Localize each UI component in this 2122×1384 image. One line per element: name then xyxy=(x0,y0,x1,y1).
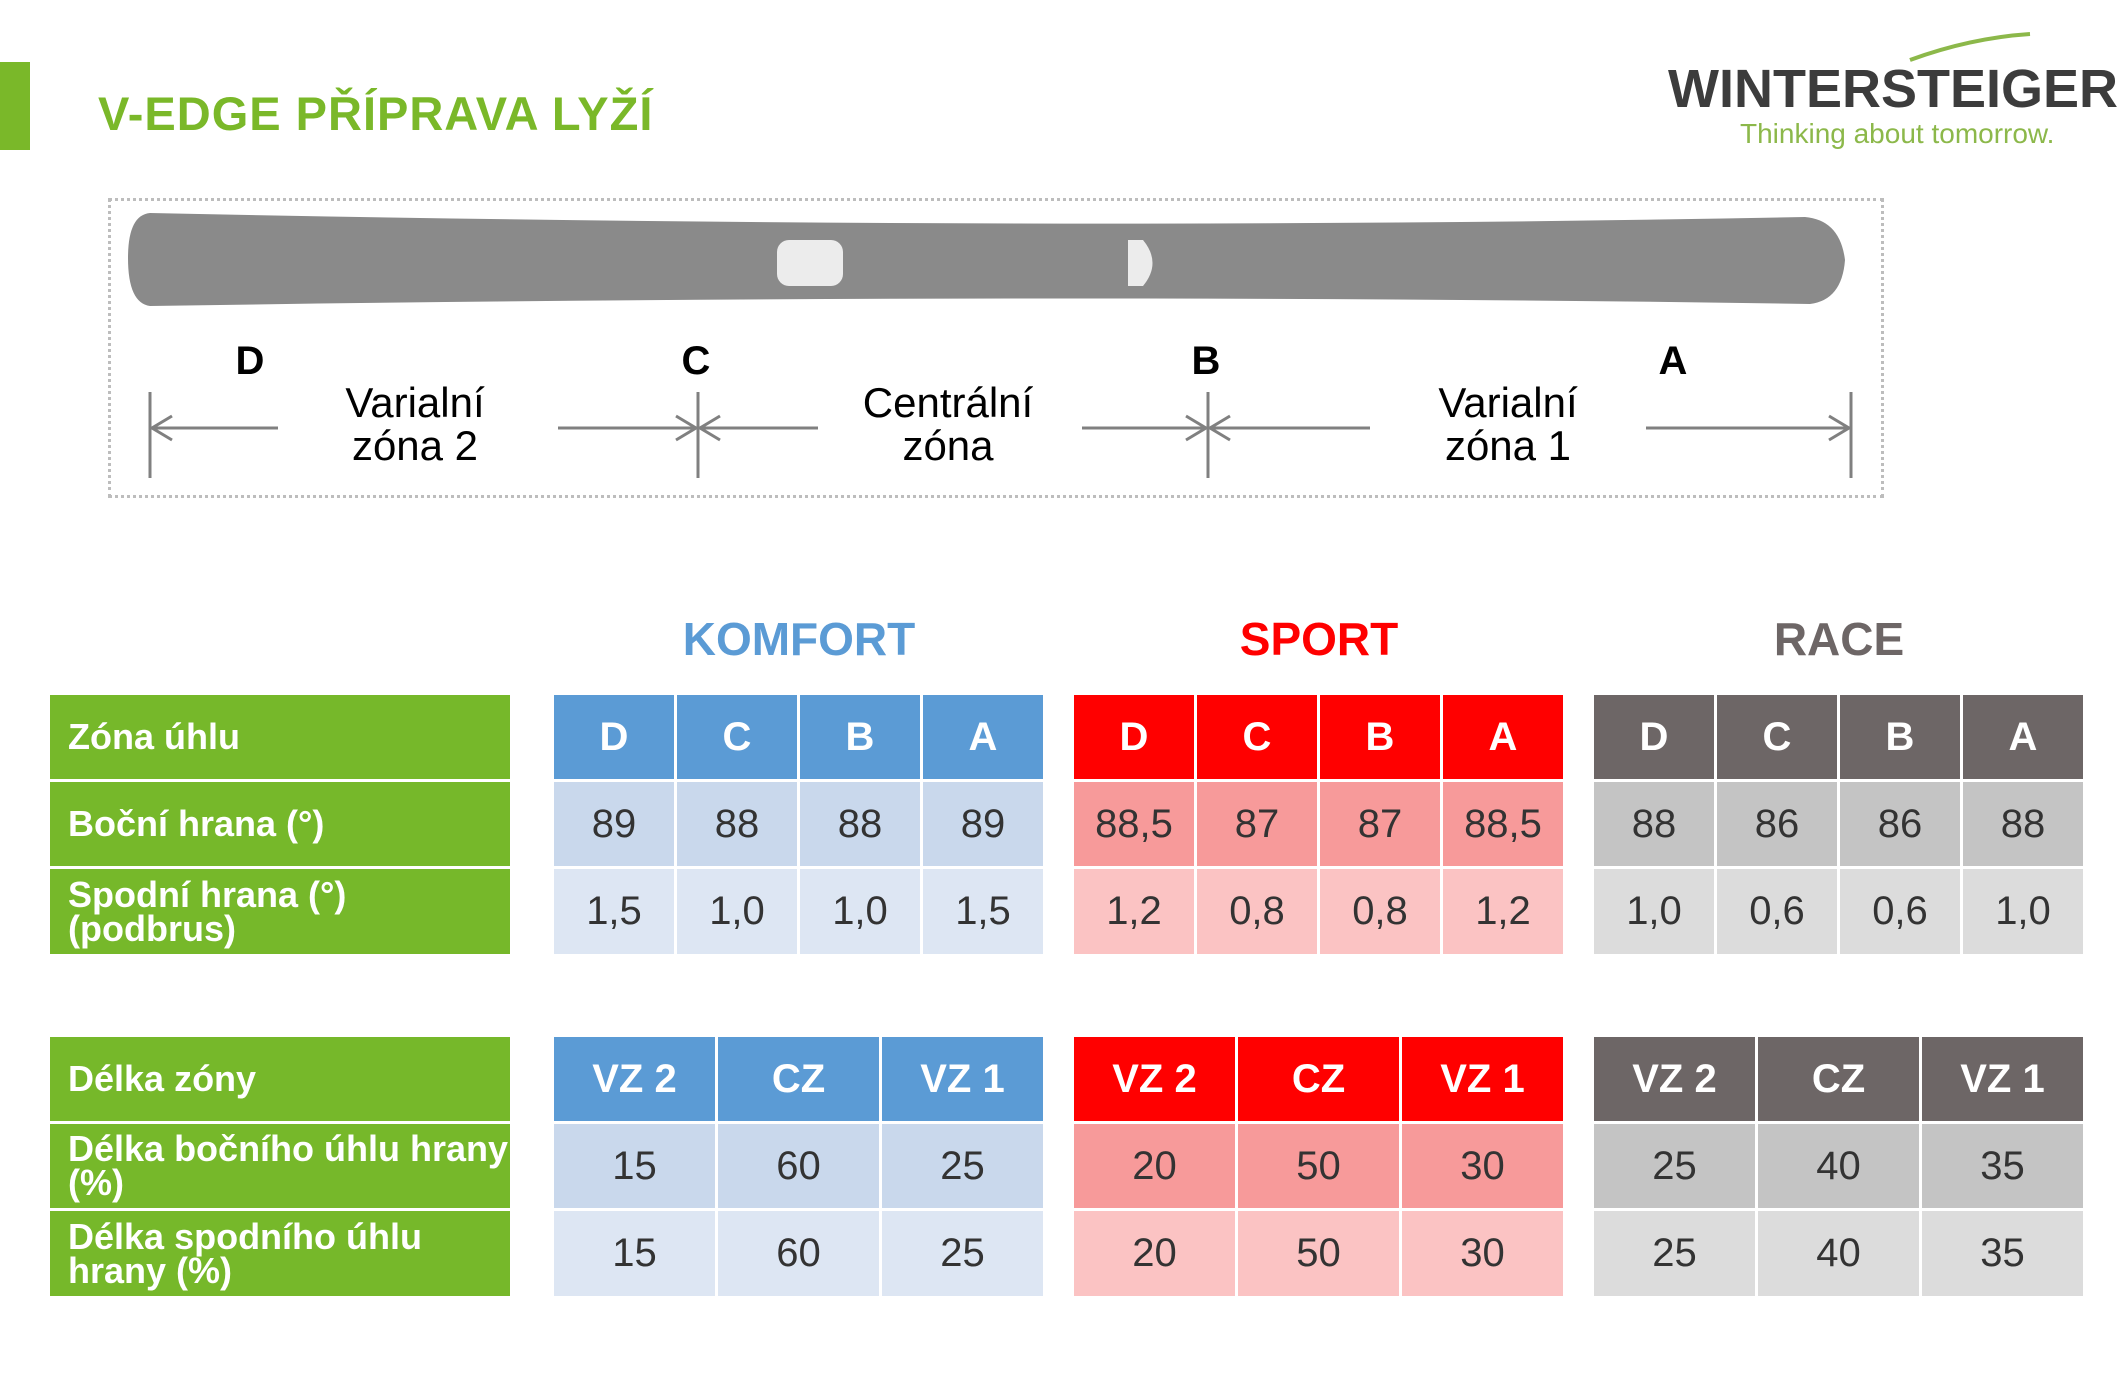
zone-label-vz2-line2: zóna 2 xyxy=(352,422,478,469)
komfort-length-bocni-cell: 25 xyxy=(882,1124,1043,1208)
sport-bocni-cell: 88,5 xyxy=(1443,782,1563,866)
komfort-bocni-cell: 89 xyxy=(554,782,674,866)
zone-label-vz1-line1: Varialní xyxy=(1438,379,1578,426)
race-length-bocni-cell: 25 xyxy=(1594,1124,1755,1208)
komfort-spodni-cell: 1,0 xyxy=(677,869,797,954)
sport-bocni-cell: 87 xyxy=(1320,782,1440,866)
race-length-header: VZ 1 xyxy=(1922,1037,2083,1121)
race-length-header: CZ xyxy=(1758,1037,1919,1121)
zone-letter-b: B xyxy=(1192,339,1221,383)
sport-spodni-cell: 1,2 xyxy=(1443,869,1563,954)
race-spodni-cell: 1,0 xyxy=(1963,869,2083,954)
zone-letter-a: A xyxy=(1659,339,1688,383)
race-length-bocni-cell: 40 xyxy=(1758,1124,1919,1208)
komfort-length-spodni-cell: 60 xyxy=(718,1211,879,1296)
sport-zone-header: B xyxy=(1320,695,1440,779)
sport-zone-header: A xyxy=(1443,695,1563,779)
race-length-bocni-cell: 35 xyxy=(1922,1124,2083,1208)
row-label-spodni-hrana: Spodní hrana (°) (podbrus) xyxy=(50,869,510,954)
race-length-spodni-cell: 40 xyxy=(1758,1211,1919,1296)
sport-bocni-cell: 87 xyxy=(1197,782,1317,866)
race-zone-header: A xyxy=(1963,695,2083,779)
logo-tagline: Thinking about tomorrow. xyxy=(1740,118,2055,149)
komfort-bocni-cell: 88 xyxy=(800,782,920,866)
sport-length-spodni-cell: 50 xyxy=(1238,1211,1399,1296)
komfort-zone-header: C xyxy=(677,695,797,779)
race-zone-header: B xyxy=(1840,695,1960,779)
zone-label-cz-line2: zóna xyxy=(902,422,994,469)
category-heading-sport: SPORT xyxy=(1239,613,1399,665)
sport-length-bocni-cell: 30 xyxy=(1402,1124,1563,1208)
dimension-lines xyxy=(148,392,1853,478)
binding-rear-icon xyxy=(777,240,843,286)
komfort-length-header: VZ 1 xyxy=(882,1037,1043,1121)
sport-zone-header: D xyxy=(1074,695,1194,779)
race-bocni-cell: 86 xyxy=(1840,782,1960,866)
race-bocni-cell: 88 xyxy=(1594,782,1714,866)
wintersteiger-logo: WINTERSTEIGER Thinking about tomorrow. xyxy=(1640,30,2118,160)
komfort-bocni-cell: 88 xyxy=(677,782,797,866)
race-spodni-cell: 0,6 xyxy=(1717,869,1837,954)
sport-length-header: VZ 2 xyxy=(1074,1037,1235,1121)
row-label-delka-bocniho: Délka bočního úhlu hrany (%) xyxy=(50,1124,510,1208)
komfort-spodni-cell: 1,5 xyxy=(923,869,1043,954)
race-length-spodni-cell: 35 xyxy=(1922,1211,2083,1296)
sport-length-spodni-cell: 30 xyxy=(1402,1211,1563,1296)
sport-spodni-cell: 0,8 xyxy=(1320,869,1440,954)
sport-length-header: VZ 1 xyxy=(1402,1037,1563,1121)
komfort-zone-header: A xyxy=(923,695,1043,779)
sport-zone-header: C xyxy=(1197,695,1317,779)
race-spodni-cell: 1,0 xyxy=(1594,869,1714,954)
komfort-length-bocni-cell: 60 xyxy=(718,1124,879,1208)
race-length-spodni-cell: 25 xyxy=(1594,1211,1755,1296)
ski-shape-icon xyxy=(128,213,1845,306)
komfort-length-header: VZ 2 xyxy=(554,1037,715,1121)
race-zone-header: C xyxy=(1717,695,1837,779)
page-title: V-EDGE PŘÍPRAVA LYŽÍ xyxy=(98,87,654,140)
race-spodni-cell: 0,6 xyxy=(1840,869,1960,954)
sport-bocni-cell: 88,5 xyxy=(1074,782,1194,866)
komfort-length-spodni-cell: 25 xyxy=(882,1211,1043,1296)
zone-letter-d: D xyxy=(236,339,265,383)
komfort-length-bocni-cell: 15 xyxy=(554,1124,715,1208)
sport-length-spodni-cell: 20 xyxy=(1074,1211,1235,1296)
row-label-delka-spodniho: Délka spodního úhlu hrany (%) xyxy=(50,1211,510,1296)
row-label-bocni-hrana: Boční hrana (°) xyxy=(50,782,510,866)
zone-label-vz1-line2: zóna 1 xyxy=(1445,422,1571,469)
row-label-zona-uhlu: Zóna úhlu xyxy=(50,695,510,779)
komfort-spodni-cell: 1,0 xyxy=(800,869,920,954)
sport-length-header: CZ xyxy=(1238,1037,1399,1121)
komfort-length-header: CZ xyxy=(718,1037,879,1121)
komfort-spodni-cell: 1,5 xyxy=(554,869,674,954)
zone-letter-c: C xyxy=(682,339,711,383)
binding-front-icon xyxy=(1128,240,1153,286)
row-label-delka-zony: Délka zóny xyxy=(50,1037,510,1121)
category-heading-race: RACE xyxy=(1773,613,1905,665)
komfort-bocni-cell: 89 xyxy=(923,782,1043,866)
zone-label-cz-line1: Centrální xyxy=(863,379,1034,426)
accent-bar xyxy=(0,62,30,150)
sport-spodni-cell: 1,2 xyxy=(1074,869,1194,954)
ski-diagram-frame xyxy=(108,198,1884,498)
komfort-zone-header: B xyxy=(800,695,920,779)
komfort-length-spodni-cell: 15 xyxy=(554,1211,715,1296)
race-length-header: VZ 2 xyxy=(1594,1037,1755,1121)
sport-spodni-cell: 0,8 xyxy=(1197,869,1317,954)
race-bocni-cell: 88 xyxy=(1963,782,2083,866)
zone-label-vz2-line1: Varialní xyxy=(345,379,485,426)
race-zone-header: D xyxy=(1594,695,1714,779)
race-bocni-cell: 86 xyxy=(1717,782,1837,866)
komfort-zone-header: D xyxy=(554,695,674,779)
sport-length-bocni-cell: 20 xyxy=(1074,1124,1235,1208)
logo-name: WINTERSTEIGER xyxy=(1668,59,2119,119)
category-heading-komfort: KOMFORT xyxy=(682,613,916,665)
sport-length-bocni-cell: 50 xyxy=(1238,1124,1399,1208)
logo-swoosh-icon xyxy=(1909,32,2031,62)
